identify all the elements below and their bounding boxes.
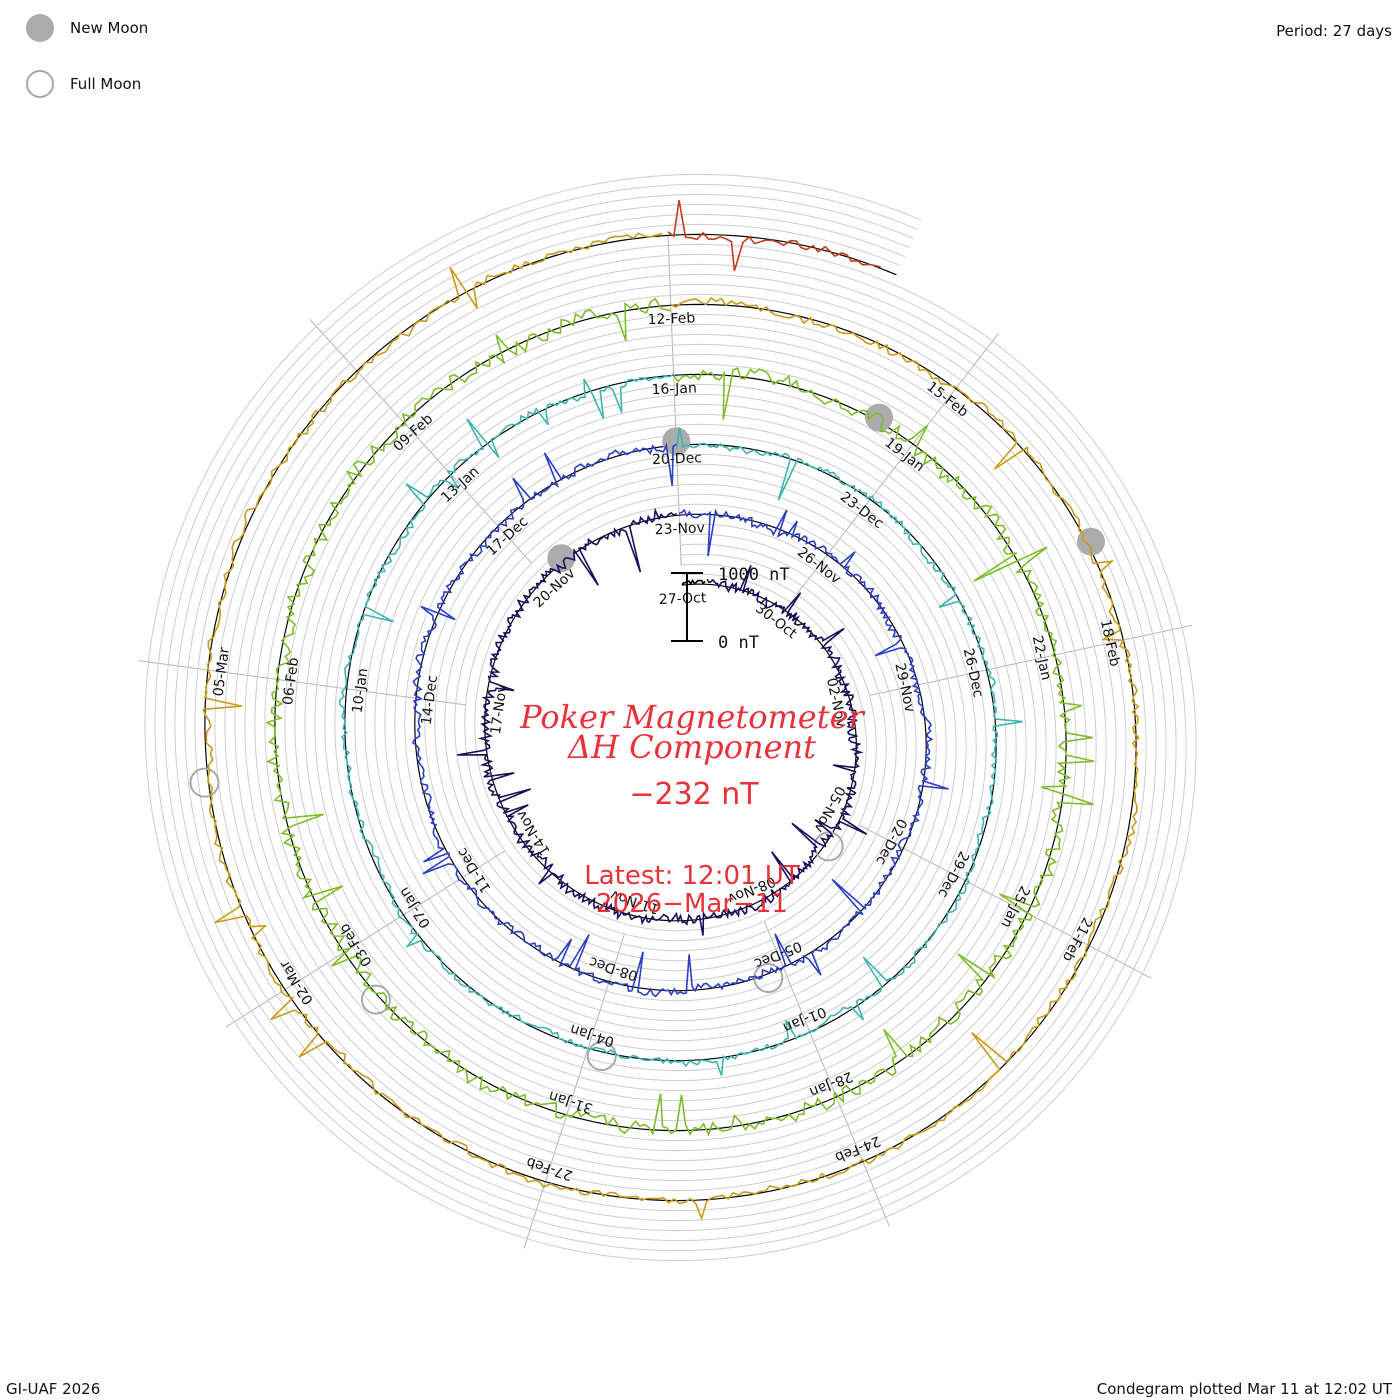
spoke-line [667, 235, 682, 566]
scale-bar-top-label: 1000 nT [718, 565, 790, 585]
date-label: 10-Jan [350, 667, 372, 714]
date-label: 02-Dec [872, 816, 909, 868]
full-moon-marker [753, 962, 784, 993]
legend-full-moon-label: Full Moon [70, 75, 142, 93]
date-label: 13-Jan [438, 464, 482, 506]
date-label: 20-Dec [652, 450, 703, 468]
full-moon-marker [189, 767, 220, 798]
grid-ring [144, 174, 1197, 1261]
spoke-line [138, 660, 466, 706]
full-moon-marker [813, 831, 844, 862]
full-moon-marker [586, 1040, 617, 1071]
scale-bar-bottom-label: 0 nT [718, 633, 759, 653]
date-label: 26-Nov [794, 544, 844, 587]
date-label: 14-Dec [419, 674, 442, 726]
series-line [265, 297, 1095, 1137]
date-label: 27-Oct [659, 590, 708, 608]
footer-credit: GI-UAF 2026 [6, 1380, 101, 1398]
grid-rings-layer [144, 174, 1197, 1261]
date-label: 23-Nov [654, 520, 705, 538]
date-label: 22-Jan [1029, 634, 1054, 682]
date-label: 12-Feb [647, 310, 695, 328]
data-series-layer [202, 200, 1140, 1221]
legend-new-moon: New Moon [26, 12, 148, 44]
baseline-spiral-layer [204, 233, 1137, 1202]
date-label: 01-Jan [781, 1003, 829, 1035]
spoke-line [869, 624, 1192, 696]
new-moon-marker [662, 427, 691, 456]
date-label: 31-Jan [547, 1087, 595, 1116]
date-label: 05-Mar [211, 646, 233, 697]
series-line [202, 232, 1140, 1221]
spoke-line [763, 920, 890, 1227]
footer-plot-time: Condegram plotted Mar 11 at 12:02 UT [1096, 1380, 1392, 1398]
series-line [681, 578, 706, 586]
new-moon-marker [865, 403, 894, 432]
series-line [338, 373, 1023, 1076]
chart-subtitle: ΔH Component [566, 728, 816, 766]
date-label: 16-Jan [651, 380, 697, 398]
grid-ring [184, 214, 1157, 1222]
new-moon-marker [547, 544, 576, 573]
spoke-line [523, 933, 625, 1249]
period-label: Period: 27 days [1276, 22, 1392, 40]
date-label: 08-Dec [587, 953, 639, 983]
date-label: 28-Jan [807, 1068, 855, 1100]
series-line [667, 200, 881, 272]
date-label: 02-Mar [277, 957, 317, 1007]
current-value: −232 nT [629, 777, 759, 812]
full-moon-marker [360, 984, 391, 1015]
grid-ring [194, 223, 1147, 1212]
spoke-line [309, 318, 533, 564]
date-label: 27-Feb [524, 1153, 574, 1183]
date-label: 23-Dec [837, 489, 886, 532]
chart-title: Poker Magnetometer [519, 698, 865, 736]
date-label: 25-Jan [997, 883, 1032, 930]
spoke-line [858, 824, 1152, 979]
date-label: 14-Nov [513, 807, 553, 858]
new-moon-icon [26, 14, 54, 42]
grid-ring [154, 184, 1187, 1251]
grid-ring [174, 204, 1167, 1232]
date-label: 24-Feb [832, 1132, 882, 1165]
latest-date: 2026−Mar−11 [596, 889, 788, 919]
spoke-line [796, 332, 999, 595]
date-label: 07-Jan [396, 884, 434, 931]
legend-new-moon-label: New Moon [70, 19, 149, 37]
date-label: 06-Feb [280, 657, 302, 706]
latest-time: Latest: 12:01 UT [584, 861, 800, 891]
full-moon-icon [26, 70, 54, 98]
legend-full-moon: Full Moon [26, 68, 141, 100]
baseline-spiral [204, 233, 1137, 1202]
date-label: 17-Nov [488, 684, 511, 736]
scale-bar: 1000 nT 0 nT [671, 565, 790, 653]
series-line [412, 442, 949, 998]
grid-ring [164, 194, 1177, 1242]
series-line [457, 507, 868, 936]
